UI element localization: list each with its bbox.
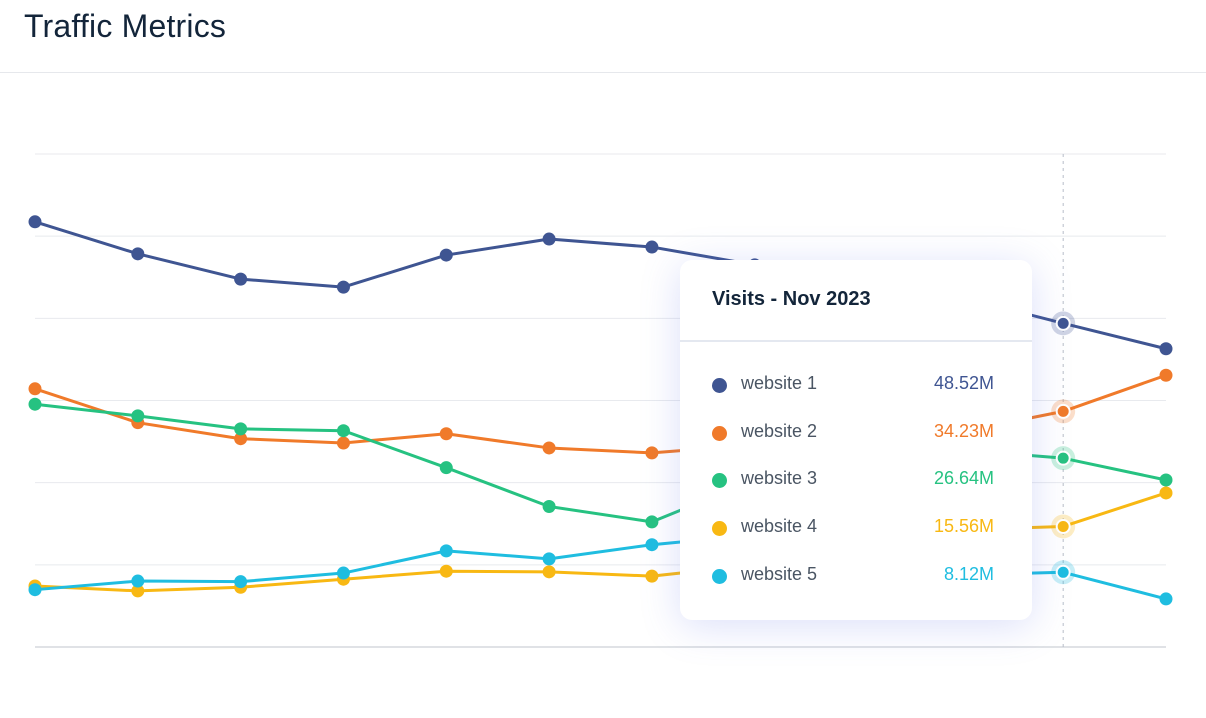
data-point bbox=[542, 565, 556, 579]
data-point bbox=[645, 240, 659, 254]
data-point-highlighted bbox=[1055, 403, 1071, 419]
data-point bbox=[1159, 342, 1173, 356]
data-point-highlighted bbox=[1055, 518, 1071, 534]
data-point bbox=[28, 397, 42, 411]
tooltip-row: website 4 15.56M bbox=[712, 516, 994, 540]
data-point bbox=[1159, 473, 1173, 487]
data-point bbox=[1159, 592, 1173, 606]
data-point bbox=[234, 272, 248, 286]
page-title: Traffic Metrics bbox=[24, 8, 227, 44]
legend-dot-icon bbox=[712, 378, 727, 393]
data-point bbox=[645, 569, 659, 583]
data-point bbox=[234, 422, 248, 436]
tooltip-series-label: website 4 bbox=[741, 516, 818, 537]
tooltip-series-label: website 1 bbox=[741, 373, 818, 393]
legend-dot-icon bbox=[712, 473, 727, 489]
tooltip-title: Visits - Nov 2023 bbox=[712, 288, 871, 310]
data-point bbox=[28, 583, 42, 597]
data-point bbox=[131, 584, 145, 598]
tooltip-series-value: 48.52M bbox=[933, 373, 994, 393]
data-point bbox=[542, 441, 556, 455]
data-point bbox=[645, 538, 659, 552]
legend-dot-icon bbox=[712, 521, 727, 537]
chart-tooltip: Visits - Nov 2023 website 1 48.52M websi… bbox=[680, 260, 1032, 620]
header-divider bbox=[0, 72, 1206, 73]
data-point bbox=[28, 382, 42, 396]
tooltip-row: website 1 48.52M bbox=[712, 373, 994, 397]
data-point bbox=[336, 566, 350, 580]
tooltip-divider bbox=[680, 340, 1032, 342]
tooltip-series-value: 8.12M bbox=[943, 563, 994, 584]
data-point bbox=[234, 575, 248, 589]
tooltip-series-value: 26.64M bbox=[933, 468, 994, 489]
data-point bbox=[645, 446, 659, 460]
data-point bbox=[131, 247, 145, 261]
data-point bbox=[542, 552, 556, 566]
tooltip-series-label: website 3 bbox=[741, 468, 818, 489]
data-point bbox=[336, 424, 350, 438]
data-point bbox=[1159, 368, 1173, 382]
data-point-highlighted bbox=[1055, 564, 1071, 580]
tooltip-row: website 3 26.64M bbox=[712, 468, 994, 492]
data-point bbox=[439, 427, 453, 441]
data-point bbox=[131, 574, 145, 588]
data-point bbox=[439, 544, 453, 558]
tooltip-series-value: 34.23M bbox=[933, 420, 994, 441]
data-point-highlighted bbox=[1055, 315, 1071, 331]
tooltip-series-label: website 2 bbox=[741, 420, 818, 441]
data-point bbox=[336, 436, 350, 450]
data-point bbox=[439, 248, 453, 262]
data-point bbox=[336, 280, 350, 294]
data-point bbox=[234, 432, 248, 446]
data-point bbox=[645, 515, 659, 529]
data-point bbox=[439, 461, 453, 475]
tooltip-row: website 5 8.12M bbox=[712, 564, 994, 588]
data-point-highlighted bbox=[1055, 450, 1071, 466]
data-point bbox=[131, 409, 145, 423]
legend-dot-icon bbox=[712, 568, 727, 584]
data-point bbox=[542, 232, 556, 246]
tooltip-row: website 2 34.23M bbox=[712, 421, 994, 445]
data-point bbox=[439, 564, 453, 578]
data-point bbox=[28, 215, 42, 229]
tooltip-series-label: website 5 bbox=[741, 563, 818, 584]
tooltip-series-value: 15.56M bbox=[933, 516, 994, 537]
legend-dot-icon bbox=[712, 425, 727, 441]
data-point bbox=[1159, 486, 1173, 500]
data-point bbox=[542, 499, 556, 513]
